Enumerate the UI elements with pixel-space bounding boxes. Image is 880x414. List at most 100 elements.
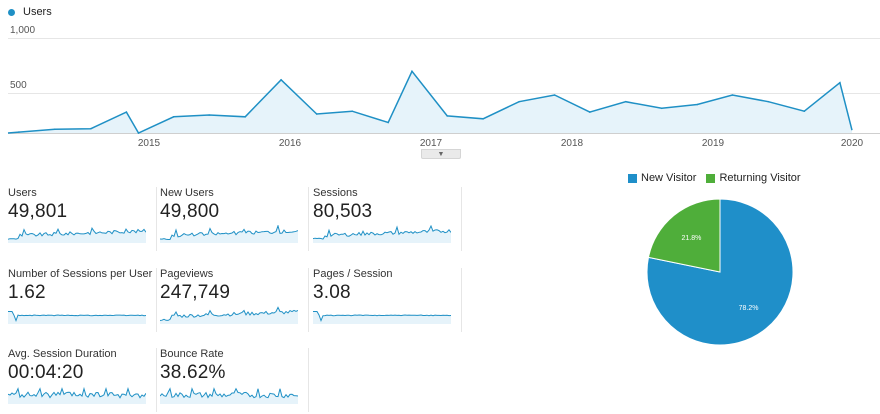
- sparkline-line: [160, 225, 298, 240]
- legend-label: Returning Visitor: [719, 172, 801, 184]
- data-point-2018-06[interactable]: [625, 100, 627, 103]
- data-point-2018-12[interactable]: [696, 103, 699, 106]
- data-point-2016-07[interactable]: [351, 110, 354, 112]
- metric-users[interactable]: Users 49,801: [8, 187, 157, 253]
- sparkline-fill: [8, 388, 146, 404]
- metric-value: 1.62: [8, 282, 46, 303]
- tile-divider: [308, 268, 309, 332]
- metric-label: Bounce Rate: [160, 348, 224, 360]
- tile-divider: [156, 348, 157, 412]
- data-point-2019-03[interactable]: [731, 94, 734, 96]
- x-tick-2020: 2020: [840, 138, 864, 149]
- sparkline-line: [313, 225, 451, 240]
- x-tick-2016: 2016: [278, 138, 302, 149]
- data-point-2014-06[interactable]: [54, 128, 56, 130]
- pie-slice-new-visitor[interactable]: [646, 198, 794, 346]
- y-tick-1000: 1,000: [10, 25, 36, 36]
- metric-value: 80,503: [313, 201, 373, 222]
- metric-label: Number of Sessions per User: [8, 268, 153, 280]
- sparkline-fill: [8, 311, 146, 324]
- x-tick-2018: 2018: [560, 138, 584, 149]
- metric-sparkline: [160, 306, 298, 324]
- legend-label: New Visitor: [641, 172, 697, 184]
- data-point-2016-10[interactable]: [387, 121, 390, 124]
- sparkline-fill: [160, 388, 298, 404]
- metric-value: 38.62%: [160, 362, 226, 383]
- sparkline-line: [8, 227, 146, 240]
- metric-sessions-per-user[interactable]: Number of Sessions per User 1.62: [8, 268, 157, 334]
- x-tick-2017: 2017: [419, 138, 443, 149]
- series-color-dot: [8, 8, 15, 16]
- metric-label: Sessions: [313, 187, 358, 199]
- pie-data-label: 21.8%: [681, 235, 701, 242]
- metric-avg-session-duration[interactable]: Avg. Session Duration 00:04:20: [8, 348, 157, 414]
- metric-label: Avg. Session Duration: [8, 348, 117, 360]
- data-point-2017-03[interactable]: [446, 115, 449, 117]
- data-point-2016-12[interactable]: [411, 70, 413, 73]
- metric-sparkline: [160, 387, 298, 404]
- data-point-2014-03[interactable]: [18, 131, 20, 133]
- sparkline-fill: [160, 225, 298, 243]
- metric-sparkline: [8, 227, 146, 243]
- data-point-2018-09[interactable]: [660, 107, 663, 110]
- metric-pageviews[interactable]: Pageviews 247,749: [160, 268, 309, 334]
- pie-legend: New Visitor Returning Visitor: [628, 172, 811, 184]
- metric-sessions[interactable]: Sessions 80,503: [313, 187, 462, 253]
- metric-value: 49,801: [8, 201, 68, 222]
- metric-value: 00:04:20: [8, 362, 84, 383]
- x-tick-2015: 2015: [137, 138, 161, 149]
- chart-expand-button[interactable]: ▼: [421, 149, 461, 159]
- users-line-chart[interactable]: [0, 0, 880, 150]
- users-area-fill: [8, 71, 852, 133]
- series-legend[interactable]: Users: [8, 6, 52, 18]
- x-tick-2019: 2019: [701, 138, 725, 149]
- data-point-2015-10[interactable]: [244, 116, 246, 118]
- tile-divider: [308, 348, 309, 412]
- metric-sparkline: [8, 311, 146, 324]
- data-point-2015-04[interactable]: [172, 116, 175, 118]
- sparkline-line: [8, 386, 146, 399]
- metric-value: 3.08: [313, 282, 351, 303]
- data-point-2015-01[interactable]: [137, 132, 140, 134]
- gridline-mid: [8, 93, 880, 94]
- legend-swatch: [706, 173, 716, 183]
- metric-bounce-rate[interactable]: Bounce Rate 38.62%: [160, 348, 309, 414]
- data-point-2017-09[interactable]: [518, 100, 520, 103]
- data-point-2018-03[interactable]: [589, 111, 591, 113]
- series-legend-label: Users: [23, 6, 52, 18]
- data-point-2016-01[interactable]: [280, 79, 282, 81]
- metric-sparkline: [313, 311, 451, 324]
- sparkline-fill: [8, 228, 146, 243]
- sparkline-line: [160, 306, 298, 321]
- chevron-down-icon: ▼: [437, 150, 445, 158]
- metric-pages-per-session[interactable]: Pages / Session 3.08: [313, 268, 462, 334]
- tile-divider: [156, 187, 157, 251]
- data-point-2017-06[interactable]: [482, 118, 484, 120]
- gridline-top: [8, 38, 880, 39]
- tile-divider: [461, 187, 462, 251]
- metric-new-users[interactable]: New Users 49,800: [160, 187, 309, 253]
- metric-value: 247,749: [160, 282, 231, 303]
- data-point-2015-07[interactable]: [208, 114, 210, 116]
- legend-returning-visitor[interactable]: Returning Visitor: [706, 172, 801, 184]
- data-point-2019-06[interactable]: [767, 100, 770, 103]
- visitor-pie-chart[interactable]: 78.2% 21.8%: [640, 192, 800, 352]
- tile-divider: [308, 187, 309, 251]
- data-point-2014-09[interactable]: [90, 127, 92, 130]
- data-point-2016-04[interactable]: [315, 113, 318, 115]
- tile-divider: [461, 268, 462, 332]
- metric-sparkline: [8, 386, 146, 404]
- metric-sparkline: [313, 225, 451, 243]
- metric-label: Pages / Session: [313, 268, 393, 280]
- data-point-2019-12[interactable]: [839, 81, 841, 84]
- pie-slice-returning-visitor[interactable]: [647, 198, 721, 273]
- data-point-2019-09[interactable]: [803, 110, 806, 112]
- sparkline-line: [313, 311, 451, 322]
- data-point-2014-12[interactable]: [125, 111, 128, 113]
- metric-sparkline: [160, 225, 298, 243]
- metric-value: 49,800: [160, 201, 220, 222]
- legend-new-visitor[interactable]: New Visitor: [628, 172, 696, 184]
- legend-swatch: [628, 173, 637, 183]
- data-point-2017-12[interactable]: [553, 94, 556, 96]
- y-tick-500: 500: [10, 80, 27, 91]
